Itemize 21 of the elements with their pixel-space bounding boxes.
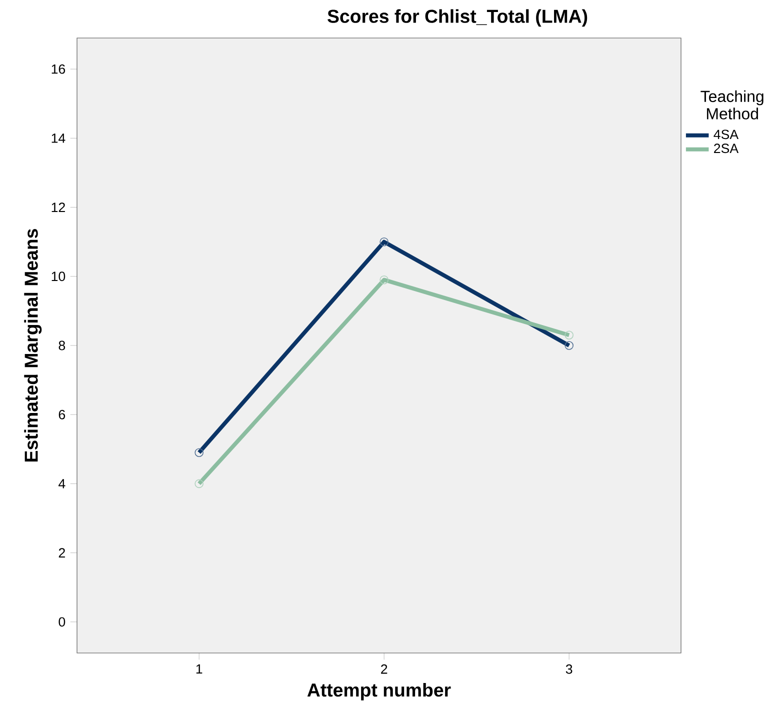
y-tick-label: 0 [58,617,66,627]
x-tick-label: 2 [381,664,388,674]
y-tick-label: 6 [58,410,66,420]
y-tick-label: 2 [58,548,65,558]
point [194,479,204,488]
x-tick-label: 1 [196,664,202,674]
legend-label: 2SA [714,144,739,154]
y-tick-label: 14 [52,134,66,143]
chart-title: Scores for Chlist_Total (LMA) [328,9,588,27]
point [380,275,388,284]
legend-title: Teaching Method [700,90,764,120]
y-tick-label: 12 [52,202,65,212]
legend-label: 4SA [714,130,739,140]
x-axis-title: Attempt number [307,682,451,700]
y-axis-title: Estimated Marginal Means [24,229,42,462]
y-tick-label: 10 [52,272,66,282]
y-tick-label: 16 [52,64,66,74]
point [564,330,574,340]
y-tick-label: 8 [58,340,66,350]
y-tick-label: 4 [58,479,66,488]
x-tick-label: 3 [566,664,572,674]
